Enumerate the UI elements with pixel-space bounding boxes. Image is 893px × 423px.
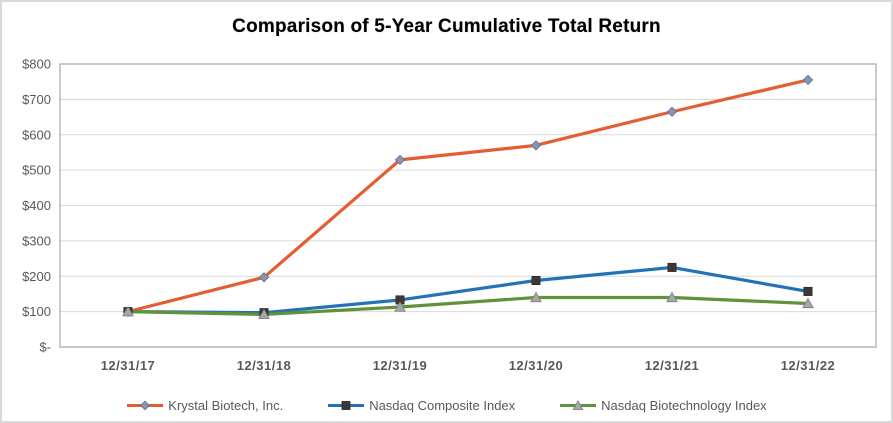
triangle-marker	[666, 291, 678, 303]
diamond-marker	[802, 74, 814, 86]
x-axis-tick-label: 12/31/20	[509, 358, 564, 373]
diamond-legend-swatch-icon	[127, 400, 164, 411]
x-axis-tick-label: 12/31/18	[237, 358, 292, 373]
diamond-marker	[394, 154, 406, 166]
y-axis-tick-label: $800	[22, 57, 51, 72]
square-marker	[531, 275, 541, 285]
diamond-marker	[530, 140, 542, 151]
y-axis-tick-label: $-	[39, 340, 51, 355]
square-marker	[667, 262, 677, 272]
triangle-marker	[122, 305, 134, 317]
legend-label: Nasdaq Composite Index	[369, 398, 516, 413]
diamond-marker	[258, 272, 270, 283]
plot-border	[59, 63, 877, 348]
y-axis-tick-label: $500	[22, 163, 51, 178]
series-line	[126, 295, 810, 317]
chart-title: Comparison of 5-Year Cumulative Total Re…	[232, 16, 661, 37]
legend-item: Nasdaq Composite Index	[327, 398, 515, 413]
legend-label: Krystal Biotech, Inc.	[168, 398, 284, 413]
y-axis-tick-label: $100	[22, 304, 51, 319]
triangle-marker	[802, 297, 814, 309]
series-line	[126, 78, 810, 314]
triangle-marker	[530, 291, 542, 303]
x-axis-tick-label: 12/31/21	[645, 358, 700, 373]
legend-item: Nasdaq Biotechnology Index	[559, 398, 767, 413]
y-axis-tick-label: $700	[22, 92, 51, 107]
y-axis-tick-label: $600	[22, 127, 51, 142]
diamond-marker	[666, 106, 678, 117]
legend-item: Krystal Biotech, Inc.	[126, 398, 283, 413]
triangle-marker	[258, 308, 270, 320]
triangle-marker	[394, 301, 406, 312]
y-axis-tick-label: $400	[22, 198, 51, 213]
x-axis-tick-label: 12/31/17	[101, 358, 156, 373]
y-axis-tick-label: $300	[22, 233, 51, 248]
series-line	[126, 265, 810, 315]
legend-label: Nasdaq Biotechnology Index	[601, 398, 767, 413]
x-axis-tick-label: 12/31/19	[373, 358, 428, 373]
square-legend-swatch-icon	[328, 401, 365, 410]
triangle-legend-swatch-icon	[560, 399, 597, 410]
square-marker	[803, 286, 813, 296]
y-axis-tick-label: $200	[22, 269, 51, 284]
chart-legend: Krystal Biotech, Inc. Nasdaq Composite In…	[2, 398, 891, 413]
x-axis-tick-label: 12/31/22	[781, 358, 836, 373]
